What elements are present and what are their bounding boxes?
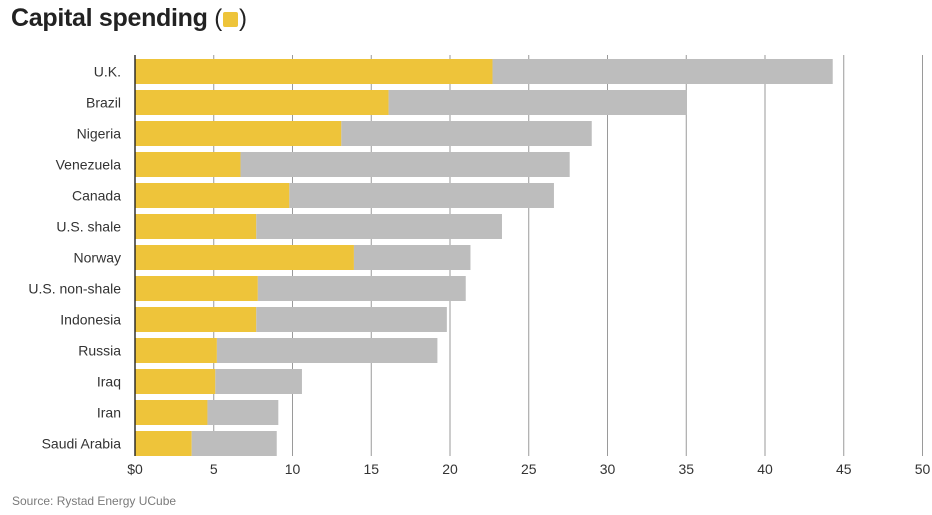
bar-remainder — [388, 90, 687, 115]
x-tick-label: 25 — [521, 461, 537, 477]
bar-capital-spending — [135, 214, 257, 239]
bar-remainder — [256, 214, 502, 239]
legend-open-paren: ( — [214, 5, 222, 32]
x-axis: $0 5 10 15 20 25 30 35 40 45 50 — [127, 55, 930, 477]
bar-capital-spending — [135, 369, 216, 394]
bar-capital-spending — [135, 276, 258, 301]
bar-remainder — [240, 152, 570, 177]
category-label: Iran — [97, 405, 121, 421]
x-tick-label: 50 — [915, 461, 931, 477]
x-tick-label: 35 — [678, 461, 694, 477]
bar-capital-spending — [135, 183, 290, 208]
bar-capital-spending — [135, 152, 241, 177]
bar-capital-spending — [135, 400, 208, 425]
chart-title-text: Capital spending — [11, 4, 208, 32]
category-label: Russia — [78, 343, 121, 359]
bar-remainder — [289, 183, 554, 208]
bar-remainder — [353, 245, 471, 270]
bar-capital-spending — [135, 307, 257, 332]
bar-capital-spending — [135, 90, 389, 115]
x-tick-label: 15 — [363, 461, 379, 477]
x-tick-label: 40 — [757, 461, 773, 477]
category-label: Venezuela — [56, 157, 122, 173]
bar-remainder — [492, 59, 833, 84]
bar-capital-spending — [135, 338, 217, 363]
x-tick-label: 20 — [442, 461, 458, 477]
category-label: Brazil — [86, 95, 121, 111]
x-tick-label: $0 — [127, 461, 143, 477]
x-tick-label: 10 — [285, 461, 301, 477]
category-label: U.S. non-shale — [28, 281, 121, 297]
bar-remainder — [341, 121, 592, 146]
category-label: U.S. shale — [56, 219, 121, 235]
legend-swatch-capital — [222, 12, 238, 27]
legend-close-paren: ) — [238, 5, 247, 32]
category-label: Norway — [74, 250, 121, 266]
x-tick-label: 45 — [836, 461, 852, 477]
bar-remainder — [191, 431, 277, 456]
source-note: Source: Rystad Energy UCube — [12, 494, 177, 508]
bar-capital-spending — [135, 121, 342, 146]
category-label: U.K. — [94, 64, 121, 80]
category-labels: U.K. Brazil Nigeria Venezuela Canada U.S. sha… — [28, 64, 121, 452]
category-label: Canada — [72, 188, 121, 204]
x-tick-label: 5 — [210, 461, 218, 477]
x-tick-label: 30 — [600, 461, 616, 477]
bars — [135, 59, 833, 456]
category-label: Saudi Arabia — [42, 436, 122, 452]
bar-remainder — [257, 276, 466, 301]
bar-remainder — [207, 400, 279, 425]
bar-remainder — [215, 369, 302, 394]
bar-capital-spending — [135, 59, 493, 84]
bar-remainder — [216, 338, 438, 363]
bar-remainder — [256, 307, 447, 332]
category-label: Iraq — [97, 374, 121, 390]
category-label: Nigeria — [77, 126, 122, 142]
legend: () — [214, 5, 247, 32]
chart-title: Capital spending () — [11, 4, 247, 33]
bar-capital-spending — [135, 245, 354, 270]
bar-capital-spending — [135, 431, 192, 456]
category-label: Indonesia — [60, 312, 121, 328]
